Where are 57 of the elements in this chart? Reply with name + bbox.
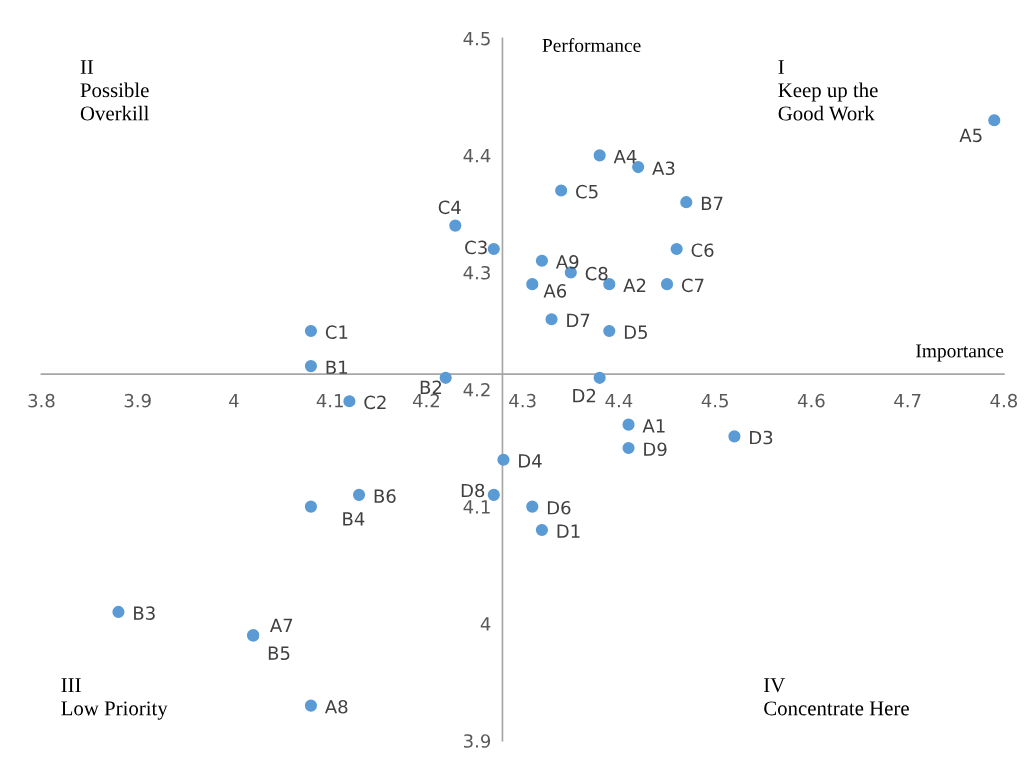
x-tick-label: 4.5 xyxy=(701,394,728,408)
annotation: B5 xyxy=(268,646,290,661)
annotation: I Keep up the Good Work xyxy=(778,60,878,121)
annotation: B6 xyxy=(374,489,396,503)
annotation: B3 xyxy=(134,606,155,620)
annotation: D5 xyxy=(624,325,647,339)
annotation: C1 xyxy=(325,325,348,339)
annotation: A7 xyxy=(269,618,293,633)
x-tick-label: 4 xyxy=(229,394,239,408)
annotation: A6 xyxy=(543,284,567,298)
annotation: A3 xyxy=(652,161,675,176)
y-tick-label: 4.2 xyxy=(463,382,490,397)
annotation: D9 xyxy=(644,442,667,457)
y-tick-label: 4.1 xyxy=(463,500,490,514)
annotation: A9 xyxy=(555,255,579,269)
annotation: B2 xyxy=(420,380,442,394)
annotation: D2 xyxy=(573,388,596,403)
annotation: IV Concentrate Here xyxy=(764,678,909,716)
x-tick-label: 4.2 xyxy=(412,393,439,408)
annotation: A1 xyxy=(642,419,665,433)
annotation: III Low Priority xyxy=(61,678,168,720)
y-tick-label: 4.5 xyxy=(463,32,490,46)
annotation: C4 xyxy=(438,200,461,215)
annotation: C2 xyxy=(364,395,386,410)
annotation: B1 xyxy=(326,360,348,374)
x-tick-label: 4.8 xyxy=(990,393,1018,408)
x-tick-label: 4.1 xyxy=(316,394,343,408)
x-tick-label: 4.6 xyxy=(797,393,825,408)
annotation: A8 xyxy=(324,699,348,714)
annotation: C8 xyxy=(585,266,608,281)
annotation: D8 xyxy=(461,483,485,498)
annotation: C7 xyxy=(681,278,704,293)
annotation: D4 xyxy=(519,454,542,468)
annotation: D6 xyxy=(547,500,571,515)
y-axis-title: Performance xyxy=(542,38,641,52)
annotation: C3 xyxy=(465,240,487,255)
annotation: B4 xyxy=(343,512,365,526)
annotation: D7 xyxy=(567,313,590,328)
annotation: A5 xyxy=(959,128,982,143)
x-tick-label: 4.3 xyxy=(509,393,536,408)
y-tick-label: 4.3 xyxy=(463,265,490,280)
y-tick-label: 4.4 xyxy=(463,149,491,163)
annotation: C5 xyxy=(576,184,598,199)
annotation: C6 xyxy=(691,243,714,258)
annotation: B7 xyxy=(701,196,723,210)
annotation: A4 xyxy=(613,149,637,164)
x-tick-label: 3.8 xyxy=(28,393,55,408)
y-tick-label: 4 xyxy=(480,617,491,631)
annotation: D1 xyxy=(557,524,580,538)
x-tick-label: 3.9 xyxy=(124,393,151,408)
x-tick-label: 4.4 xyxy=(605,394,633,408)
y-tick-label: 3.9 xyxy=(464,734,491,748)
annotation: D3 xyxy=(750,430,773,445)
annotation: II Possible Overkill xyxy=(80,60,149,121)
x-tick-label: 4.7 xyxy=(894,394,921,408)
x-axis-title: Importance xyxy=(916,344,1004,362)
annotation: A2 xyxy=(623,278,646,292)
